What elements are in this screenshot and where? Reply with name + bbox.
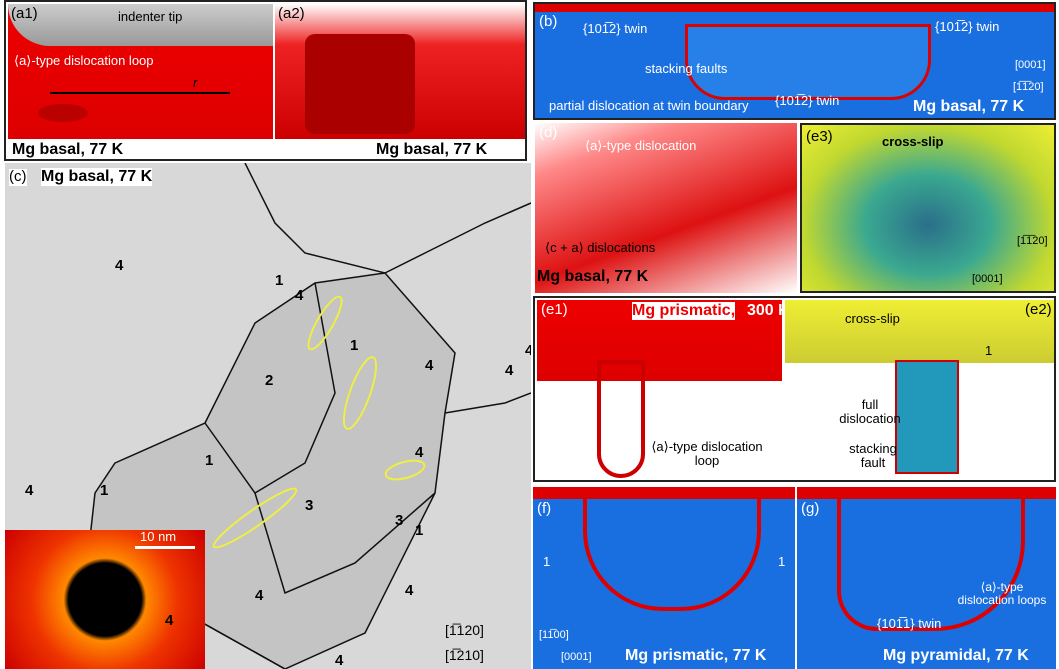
- surface: [797, 487, 1056, 499]
- axis-label: [1̅1̅20]: [1017, 235, 1048, 247]
- panel-label: (e1): [541, 302, 568, 319]
- panel-label: (a1): [11, 6, 38, 23]
- caption: Mg basal, 77 K: [913, 98, 1024, 116]
- loop: [597, 360, 645, 478]
- grain-label: 4: [415, 445, 423, 462]
- annotation: ⟨a⟩-type dislocation: [585, 139, 696, 153]
- grain-label: 4: [25, 483, 33, 500]
- caption: Mg basal, 77 K: [376, 141, 487, 159]
- grain-label: 4: [525, 343, 531, 360]
- annotation: {101̅2} twin: [583, 22, 647, 36]
- grain-label: 1: [275, 273, 283, 290]
- annotation: 1: [985, 344, 992, 358]
- panel-label: (d): [539, 125, 557, 142]
- image-a1: (a1) indenter tip ⟨a⟩-type dislocation l…: [8, 4, 273, 139]
- scale-bar: [135, 546, 195, 549]
- annotation: ⟨a⟩-type dislocation loop: [14, 54, 154, 68]
- panel-label: (b): [539, 14, 557, 31]
- scale-label: 10 nm: [140, 530, 176, 544]
- image-a2: (a2): [275, 4, 525, 139]
- panel-label: (c): [9, 169, 27, 186]
- annotation: ⟨c + a⟩ dislocations: [545, 241, 655, 255]
- axis-label: [0001]: [561, 651, 592, 663]
- annotation: {101̅2} twin: [775, 94, 839, 108]
- caption: Mg pyramidal, 77 K: [883, 647, 1029, 665]
- loop: [38, 104, 88, 122]
- panel-label: (e2): [1025, 302, 1052, 319]
- grain-label: 4: [335, 653, 343, 669]
- grain-label: 4: [115, 258, 123, 275]
- axis-label: [11̅00]: [539, 629, 569, 641]
- defect: [305, 34, 415, 134]
- annotation: stacking faults: [645, 62, 727, 76]
- panel-c: (c) Mg basal, 77 K [1̅120] [1̅210] 10 nm…: [5, 163, 531, 669]
- defect-region: [583, 497, 761, 611]
- grain-label: 4: [425, 358, 433, 375]
- annotation: ⟨a⟩-type dislocation loops: [957, 581, 1047, 607]
- axis-label: [1̅120]: [445, 623, 484, 638]
- annotation: cross-slip: [882, 135, 943, 149]
- arrow: [50, 92, 230, 94]
- panel-b: (b) {101̅2} twin {101̅2} twin stacking f…: [533, 2, 1056, 120]
- grain-label: 3: [305, 498, 313, 515]
- panel-label: (g): [801, 501, 819, 518]
- grain-label: 4: [505, 363, 513, 380]
- boundary: [445, 393, 531, 413]
- grain-label: 1: [100, 483, 108, 500]
- image-e1: (e1) Mg prismatic, 300 K ⟨a⟩-type disloc…: [537, 300, 782, 480]
- panel-f: (f) 1 1 [11̅00] [0001] Mg prismatic, 77 …: [533, 487, 795, 669]
- surface: [533, 487, 795, 499]
- grain-label: 4: [165, 613, 173, 630]
- grain-label: 3: [395, 513, 403, 530]
- panel-label: (a2): [278, 6, 305, 23]
- grain-label: 4: [295, 288, 303, 305]
- grain-label: 1: [205, 453, 213, 470]
- panel-e3: (e3) cross-slip [1̅1̅20] [0001]: [800, 123, 1056, 293]
- annotation: ⟨a⟩-type dislocation loop: [647, 440, 767, 469]
- caption: Mg basal, 77 K: [41, 168, 152, 186]
- annotation: indenter tip: [118, 10, 182, 24]
- inset-image: 10 nm: [5, 530, 205, 669]
- panel-label: (f): [537, 501, 551, 518]
- annotation: 1: [778, 555, 785, 569]
- annotation: stacking fault: [843, 442, 903, 471]
- annotation: {101̅2} twin: [935, 20, 999, 34]
- image-e2: (e2) cross-slip 1 full dislocation stack…: [785, 300, 1054, 480]
- axis-label: [1̅210]: [445, 648, 484, 663]
- annotation: cross-slip: [845, 312, 900, 326]
- defect-region: [837, 497, 1025, 631]
- boundary: [245, 163, 531, 273]
- surface: [535, 4, 1056, 12]
- panel-g: (g) ⟨a⟩-type dislocation loops {101̅1} t…: [797, 487, 1056, 669]
- panel-a: (a1) indenter tip ⟨a⟩-type dislocation l…: [4, 0, 527, 161]
- grain-label: 2: [265, 373, 273, 390]
- panel-e: (e1) Mg prismatic, 300 K ⟨a⟩-type disloc…: [533, 296, 1056, 482]
- page: {"panels":{ "a1":{"label":"(a1)","tip":"…: [0, 0, 1059, 669]
- annotation: full dislocation: [835, 398, 905, 427]
- grain-label: 4: [405, 583, 413, 600]
- caption: Mg prismatic, 77 K: [625, 647, 766, 665]
- caption: Mg basal, 77 K: [537, 268, 648, 286]
- grain-label: 1: [415, 523, 423, 540]
- panel-d: (d) ⟨a⟩-type dislocation ⟨c + a⟩ disloca…: [535, 123, 797, 293]
- annotation: {101̅1} twin: [877, 617, 941, 631]
- caption: Mg prismatic,: [632, 302, 735, 320]
- axis-label: [0001]: [972, 273, 1003, 285]
- grain-label: 1: [350, 338, 358, 355]
- grain-label: 4: [255, 588, 263, 605]
- axis-label: [0001]: [1015, 59, 1046, 71]
- axis-label: [1̅1̅20]: [1013, 81, 1044, 93]
- annotation: r: [193, 76, 197, 90]
- annotation: 1: [543, 555, 550, 569]
- panel-label: (e3): [806, 129, 833, 146]
- grain-label: 3: [90, 568, 98, 585]
- caption: 300 K: [747, 302, 782, 320]
- annotation: partial dislocation at twin boundary: [549, 99, 748, 113]
- caption: Mg basal, 77 K: [12, 141, 123, 159]
